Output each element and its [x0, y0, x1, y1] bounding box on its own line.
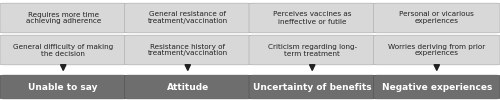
- FancyBboxPatch shape: [124, 35, 251, 65]
- FancyBboxPatch shape: [0, 3, 126, 33]
- Text: General resistance of
treatment/vaccination: General resistance of treatment/vaccinat…: [148, 12, 228, 24]
- FancyBboxPatch shape: [249, 75, 376, 99]
- FancyBboxPatch shape: [0, 75, 126, 99]
- Text: Unable to say: Unable to say: [28, 82, 98, 92]
- Text: Criticism regarding long-
term treatment: Criticism regarding long- term treatment: [268, 44, 357, 56]
- Text: Attitude: Attitude: [166, 82, 209, 92]
- FancyBboxPatch shape: [249, 35, 376, 65]
- FancyBboxPatch shape: [124, 75, 251, 99]
- FancyBboxPatch shape: [249, 3, 376, 33]
- Text: Uncertainty of benefits: Uncertainty of benefits: [253, 82, 372, 92]
- Text: General difficulty of making
the decision: General difficulty of making the decisio…: [13, 44, 114, 56]
- FancyBboxPatch shape: [374, 75, 500, 99]
- Text: Requires more time
achieving adherence: Requires more time achieving adherence: [26, 12, 101, 24]
- Text: Negative experiences: Negative experiences: [382, 82, 492, 92]
- FancyBboxPatch shape: [374, 35, 500, 65]
- FancyBboxPatch shape: [374, 3, 500, 33]
- FancyBboxPatch shape: [124, 3, 251, 33]
- Text: Perceives vaccines as
ineffective or futile: Perceives vaccines as ineffective or fut…: [273, 12, 351, 24]
- FancyBboxPatch shape: [0, 35, 126, 65]
- Text: Personal or vicarious
experiences: Personal or vicarious experiences: [400, 12, 474, 24]
- Text: Worries deriving from prior
experiences: Worries deriving from prior experiences: [388, 44, 486, 56]
- Text: Resistance history of
treatment/vaccination: Resistance history of treatment/vaccinat…: [148, 44, 228, 56]
